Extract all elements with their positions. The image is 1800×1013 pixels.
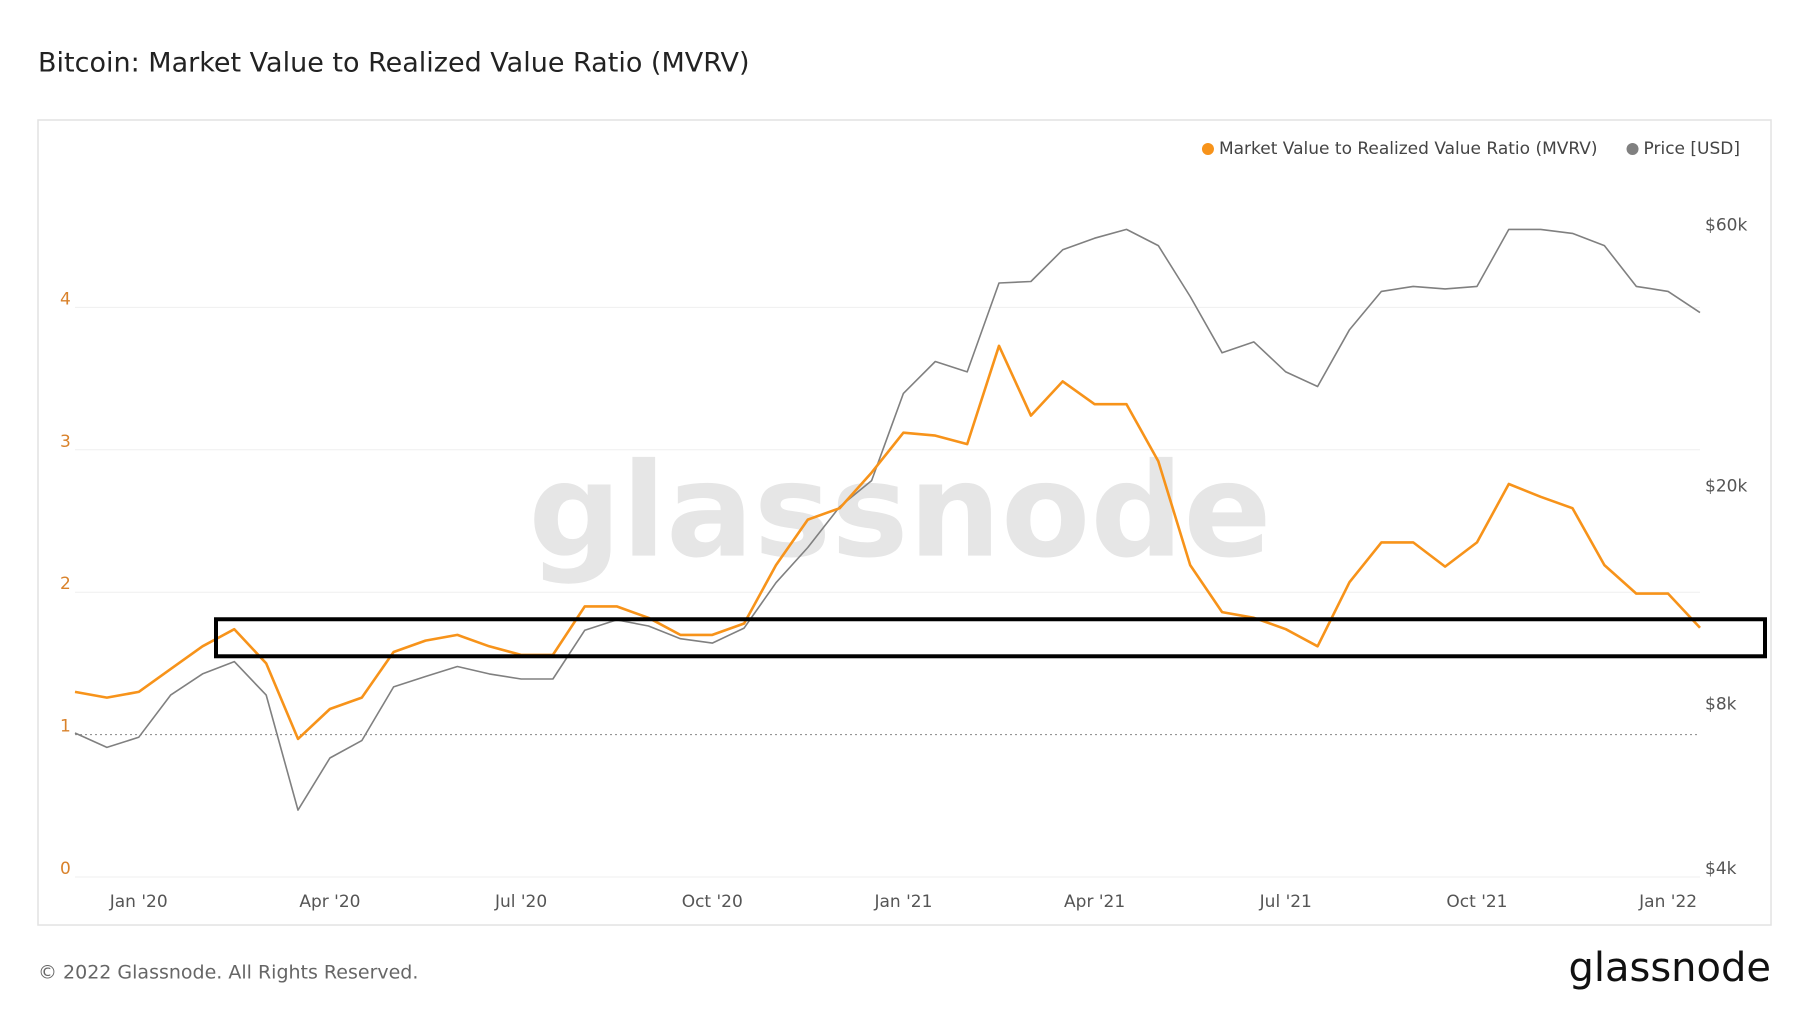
y2-tick-label: $4k xyxy=(1705,859,1737,879)
y-tick-label: 4 xyxy=(60,289,71,309)
x-tick-label: Jul '20 xyxy=(494,892,547,912)
y-tick-label: 1 xyxy=(60,717,71,737)
x-tick-label: Apr '21 xyxy=(1064,892,1125,912)
x-tick-label: Jan '22 xyxy=(1638,892,1697,912)
y-tick-label: 0 xyxy=(60,859,71,879)
series-line xyxy=(74,344,1701,741)
series-line xyxy=(74,228,1701,811)
y-tick-label: 2 xyxy=(60,574,71,594)
copyright: © 2022 Glassnode. All Rights Reserved. xyxy=(38,962,418,984)
y2-tick-label: $20k xyxy=(1705,476,1747,496)
x-tick-label: Apr '20 xyxy=(299,892,360,912)
legend-label: Market Value to Realized Value Ratio (MV… xyxy=(1219,139,1598,159)
x-tick-label: Jan '20 xyxy=(109,892,168,912)
brand-logo: glassnode xyxy=(1568,945,1771,991)
x-tick-label: Jan '21 xyxy=(873,892,932,912)
x-tick-label: Oct '21 xyxy=(1446,892,1507,912)
legend-marker xyxy=(1201,143,1214,155)
x-tick-label: Oct '20 xyxy=(682,892,743,912)
chart-frame xyxy=(37,119,1772,926)
y2-tick-label: $8k xyxy=(1705,694,1737,714)
watermark: glassnode xyxy=(528,435,1271,587)
legend-label: Price [USD] xyxy=(1644,139,1740,159)
x-tick-label: Jul '21 xyxy=(1259,892,1312,912)
highlight-box xyxy=(214,617,1767,659)
y2-tick-label: $60k xyxy=(1705,215,1747,235)
chart-title: Bitcoin: Market Value to Realized Value … xyxy=(38,48,750,79)
y-tick-label: 3 xyxy=(60,432,71,452)
legend-marker xyxy=(1626,143,1639,155)
